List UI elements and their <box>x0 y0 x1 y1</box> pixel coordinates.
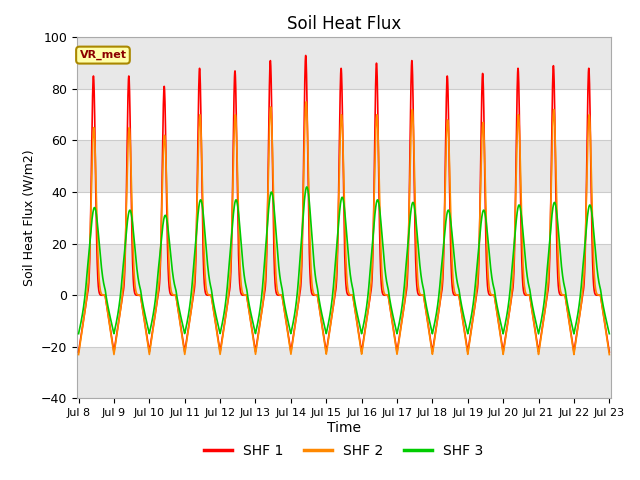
X-axis label: Time: Time <box>327 421 361 435</box>
SHF 3 <box>570 331 578 337</box>
SHF 3 <box>324 323 332 328</box>
Bar <box>77 141 611 192</box>
SHF 2 <box>605 352 613 358</box>
SHF 1 <box>605 349 613 355</box>
Bar <box>77 347 611 398</box>
SHF 3 <box>493 302 500 308</box>
Line: SHF 1: SHF 1 <box>79 56 609 352</box>
SHF 3 <box>170 279 178 285</box>
SHF 1 <box>493 309 500 314</box>
Title: Soil Heat Flux: Soil Heat Flux <box>287 15 401 33</box>
SHF 2 <box>493 310 500 315</box>
SHF 1 <box>170 292 178 298</box>
SHF 2 <box>75 352 83 358</box>
SHF 1 <box>75 349 83 355</box>
SHF 2 <box>605 348 612 353</box>
Text: VR_met: VR_met <box>79 50 127 60</box>
SHF 3 <box>75 331 83 336</box>
Bar <box>77 37 611 89</box>
SHF 1 <box>324 338 332 344</box>
SHF 3 <box>605 329 612 335</box>
Line: SHF 2: SHF 2 <box>79 102 609 355</box>
Legend: SHF 1, SHF 2, SHF 3: SHF 1, SHF 2, SHF 3 <box>199 439 489 464</box>
SHF 1 <box>463 343 470 348</box>
SHF 3 <box>605 331 613 336</box>
SHF 2 <box>463 345 470 350</box>
SHF 2 <box>324 340 332 346</box>
SHF 3 <box>433 304 441 310</box>
Bar <box>77 244 611 295</box>
SHF 2 <box>170 292 178 298</box>
SHF 1 <box>433 317 441 323</box>
Line: SHF 3: SHF 3 <box>79 187 609 334</box>
Y-axis label: Soil Heat Flux (W/m2): Soil Heat Flux (W/m2) <box>22 150 35 286</box>
SHF 3 <box>303 184 310 190</box>
SHF 2 <box>302 99 310 105</box>
SHF 3 <box>463 326 470 332</box>
SHF 2 <box>433 318 441 324</box>
SHF 1 <box>605 345 612 351</box>
SHF 1 <box>302 53 310 59</box>
